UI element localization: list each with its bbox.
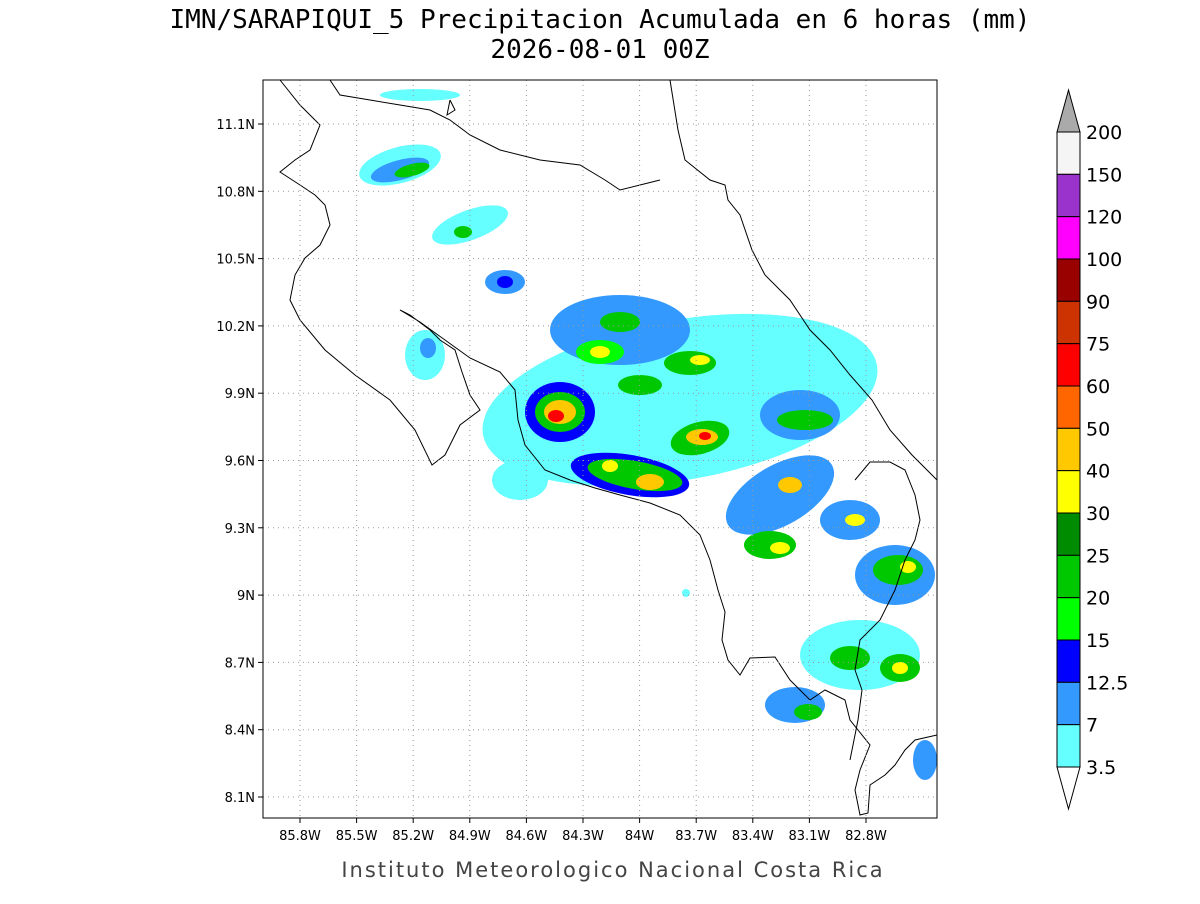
colorbar-label: 200 [1086,122,1122,144]
x-tick-label: 84.9W [449,829,491,844]
x-tick-label: 85.5W [336,829,378,844]
colorbar-label: 15 [1086,630,1110,652]
precip-cell [913,740,937,780]
colorbar-label: 75 [1086,334,1110,356]
precip-cell [454,226,472,238]
colorbar-box [1056,639,1081,683]
precip-cell [845,514,865,526]
colorbar-label: 7 [1086,715,1098,737]
precip-cell [636,474,664,490]
precip-cell [420,338,436,358]
precip-cell [664,351,716,375]
y-tick-label: 8.4N [225,724,255,739]
x-tick-label: 84.6W [505,829,547,844]
colorbar-box [1056,512,1081,556]
precip-cell [394,162,430,178]
colorbar-label: 100 [1086,249,1122,271]
y-tick-label: 11.1N [216,118,255,133]
x-tick-label: 82.8W [845,829,887,844]
x-tick-label: 83.4W [732,829,774,844]
colorbar-box [1056,131,1081,175]
colorbar-label: 20 [1086,588,1110,610]
precip-cell [794,704,822,720]
title: IMN/SARAPIQUI_5 Precipitacion Acumulada … [170,5,1031,35]
precip-cell [682,589,690,597]
colorbar-label: 40 [1086,461,1110,483]
precip-cell [777,410,833,430]
colorbar-box [1056,427,1081,472]
colorbar-label: 50 [1086,418,1110,440]
x-tick-label: 85.8W [279,829,321,844]
precip-cell [830,646,870,670]
colorbar-box [1056,597,1081,641]
coastline [279,79,938,816]
colorbar-box [1056,300,1081,345]
colorbar-box [1056,173,1081,218]
colorbar-box [1056,258,1081,302]
colorbar-under [1056,766,1081,811]
y-tick-label: 9.3N [225,522,255,537]
y-tick-label: 10.2N [216,320,255,335]
y-tick-label: 8.1N [225,791,255,806]
colorbar: 200 150 120 100 90 75 60 50 40 30 25 20 15 12.5 7 3.5 [1056,88,1128,811]
y-tick-label: 9N [237,589,255,604]
colorbar-label: 12.5 [1086,672,1128,694]
colorbar-label: 30 [1086,503,1110,525]
precip-cell [699,432,711,440]
colorbar-label: 60 [1086,376,1110,398]
x-tick-label: 84.3W [562,829,604,844]
colorbar-box [1056,724,1081,768]
colorbar-label: 90 [1086,291,1110,313]
precip-cell [690,355,710,365]
precip-cell [600,312,640,332]
plot-area [258,79,938,823]
precip-cell [548,410,564,422]
colorbar-label: 3.5 [1086,757,1116,779]
x-tick-label: 83.1W [788,829,830,844]
x-tick-label: 83.7W [675,829,717,844]
precip-cell [778,477,802,493]
colorbar-label: 150 [1086,164,1122,186]
colorbar-over [1056,88,1081,133]
plot-frame [262,79,938,819]
precip-cell [492,460,548,500]
colorbar-label: 120 [1086,207,1122,229]
colorbar-box [1056,470,1081,514]
x-tick-label: 85.2W [392,829,434,844]
precip-cell [590,346,610,358]
colorbar-box [1056,216,1081,260]
y-tick-label: 8.7N [225,656,255,671]
colorbar-box [1056,385,1081,429]
colorbar-box [1056,554,1081,599]
precip-cell [770,542,790,554]
precip-cell [892,662,908,674]
precip-cell [497,276,513,288]
precip-cell [602,460,618,472]
colorbar-box [1056,681,1081,726]
y-tick-label: 10.8N [216,185,255,200]
subtitle: 2026-08-01 00Z [490,35,709,65]
precip-cell [725,455,835,535]
y-tick-label: 9.6N [225,455,255,470]
y-tick-label: 9.9N [225,387,255,402]
colorbar-box [1056,343,1081,387]
credit: Instituto Meteorologico Nacional Costa R… [341,858,884,882]
precip-field [359,89,937,780]
y-tick-label: 10.5N [216,253,255,268]
x-tick-label: 84W [625,829,655,844]
precip-cell [380,89,460,101]
colorbar-label: 25 [1086,545,1110,567]
